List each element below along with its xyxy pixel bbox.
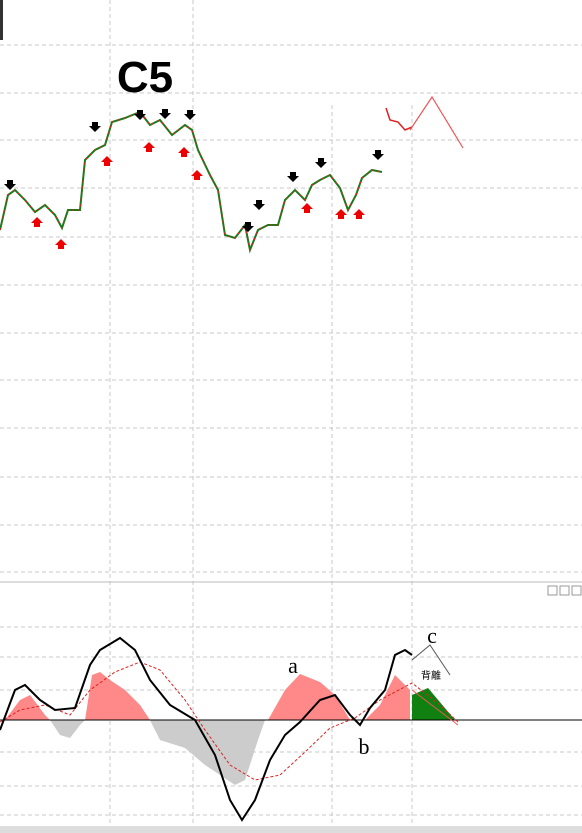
price-line-red: [0, 111, 383, 252]
point-c: c: [427, 623, 437, 648]
histogram: [5, 672, 455, 785]
window-buttons[interactable]: [547, 585, 582, 596]
price-line: [0, 110, 383, 254]
signal-line: [0, 661, 459, 781]
point-b: b: [359, 734, 370, 759]
down-arrows: [4, 109, 384, 232]
bottom-bar: [0, 826, 582, 833]
edge-bar: [0, 0, 3, 40]
point-a: a: [288, 653, 298, 678]
up-arrows: [31, 142, 365, 249]
price-line-recent: [385, 107, 413, 131]
divergence-edge: [411, 689, 459, 726]
macd-line: [0, 636, 413, 822]
divergence-label: 背離: [421, 669, 441, 682]
wave-label: C5: [117, 53, 173, 102]
divergence-marker: [411, 644, 451, 676]
projection: [409, 95, 464, 149]
